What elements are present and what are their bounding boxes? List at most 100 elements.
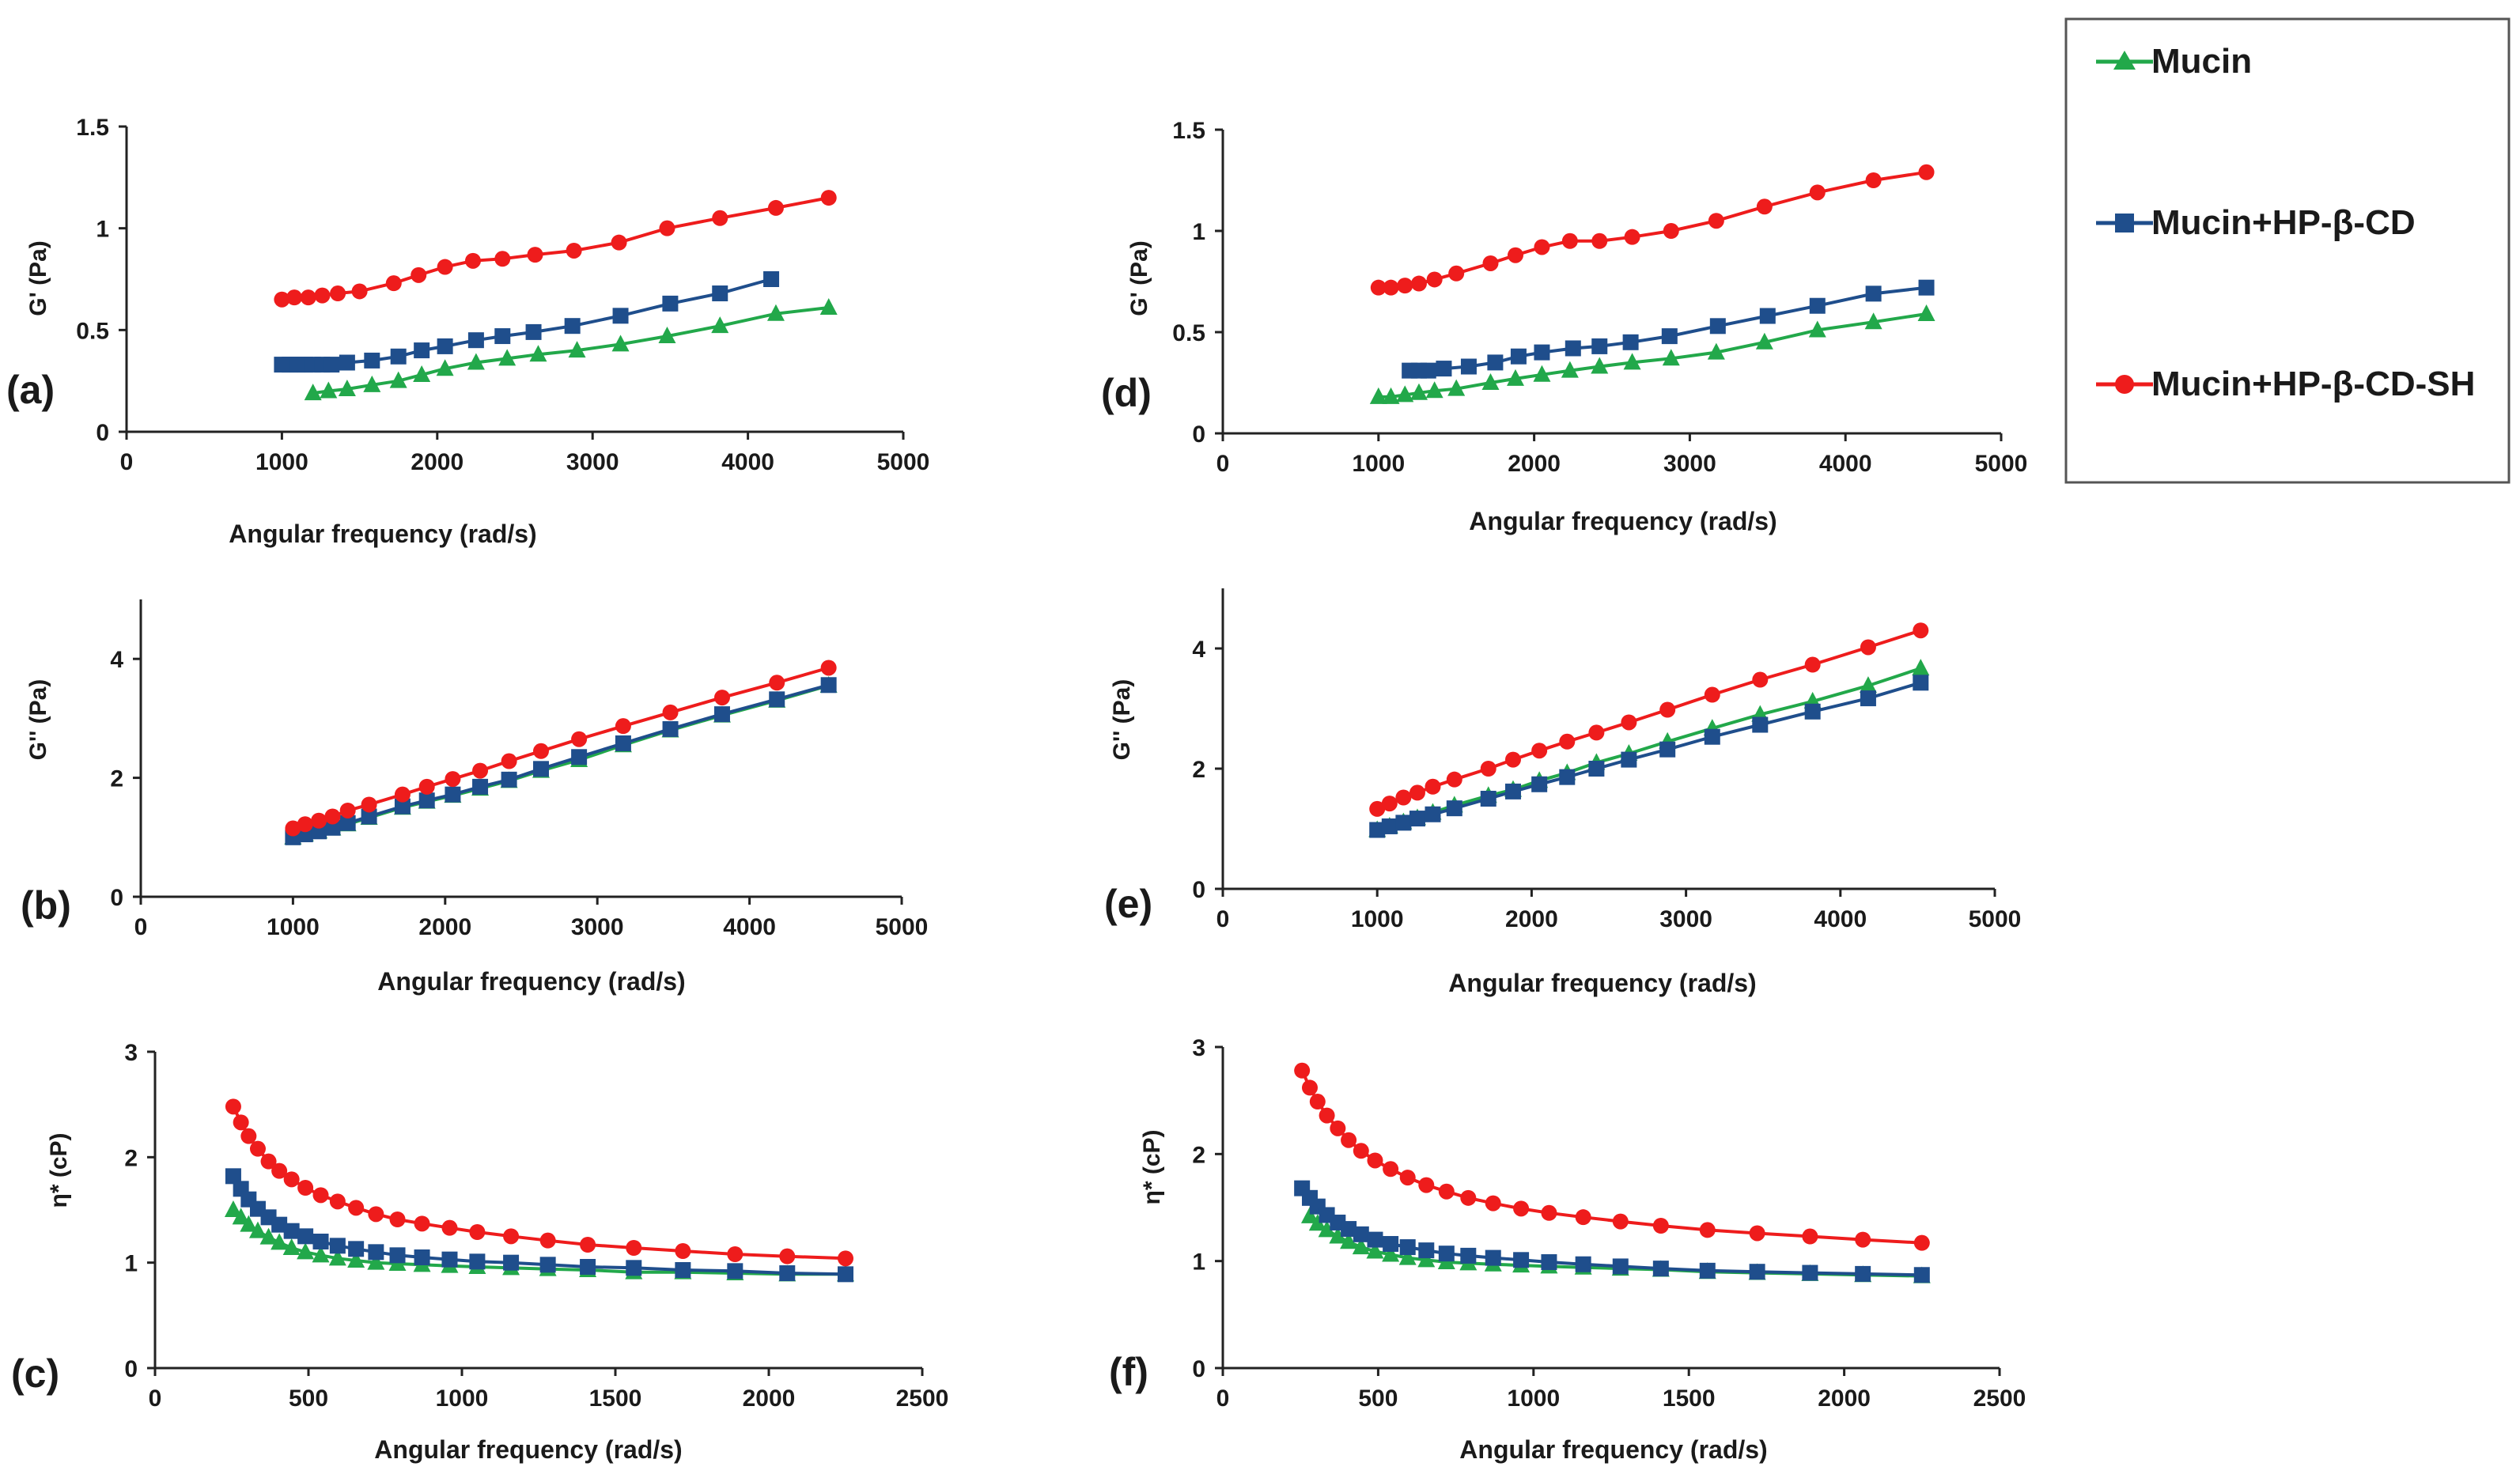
data-point xyxy=(249,1140,266,1157)
data-point xyxy=(1659,741,1676,758)
data-point xyxy=(1565,340,1581,357)
data-point xyxy=(1855,1231,1871,1248)
data-point xyxy=(1353,1226,1369,1242)
data-point xyxy=(1340,1232,1358,1249)
data-point xyxy=(1395,815,1412,831)
data-point xyxy=(240,1215,258,1232)
y-tick-label: 4 xyxy=(1192,637,1205,663)
data-point xyxy=(225,1098,241,1115)
x-tick-label: 4000 xyxy=(723,914,776,940)
y-tick-label: 0 xyxy=(1192,1356,1205,1382)
data-point xyxy=(271,1162,288,1179)
data-point xyxy=(1622,334,1639,350)
data-point xyxy=(767,199,784,216)
data-point xyxy=(286,289,303,306)
circle-marker-icon xyxy=(2115,375,2134,394)
data-point xyxy=(1446,771,1462,788)
data-point xyxy=(1398,1248,1417,1265)
y-axis-label-a: G' (Pa) xyxy=(25,240,51,316)
data-point xyxy=(713,690,730,706)
data-point xyxy=(351,283,368,300)
data-point xyxy=(394,798,411,815)
data-point xyxy=(501,753,517,769)
data-point xyxy=(1561,361,1579,378)
data-point xyxy=(363,375,381,392)
data-point xyxy=(1460,1247,1477,1264)
data-point xyxy=(411,266,427,283)
data-point xyxy=(1756,198,1773,215)
data-point xyxy=(1575,1209,1591,1226)
data-point xyxy=(580,1237,596,1253)
y-tick-label: 0 xyxy=(1192,421,1205,448)
data-point xyxy=(626,1240,642,1256)
data-point xyxy=(271,1233,289,1250)
data-point xyxy=(766,304,785,321)
y-tick-label: 2 xyxy=(110,766,123,792)
data-point xyxy=(1623,353,1641,370)
data-point xyxy=(1319,1107,1335,1124)
data-point xyxy=(1480,791,1496,807)
data-point xyxy=(232,1208,250,1225)
data-point xyxy=(472,778,489,795)
data-point xyxy=(1591,357,1609,374)
data-point xyxy=(1409,784,1425,801)
x-tick-label: 500 xyxy=(289,1385,328,1412)
legend-label-mucin: Mucin xyxy=(2151,42,2252,81)
x-tick-label: 500 xyxy=(1358,1385,1398,1412)
y-tick-label: 0.5 xyxy=(1172,320,1205,346)
data-point xyxy=(494,251,511,267)
data-point xyxy=(389,1212,406,1227)
data-point xyxy=(503,1254,520,1271)
data-point xyxy=(1612,1258,1629,1275)
x-axis-label-e: Angular frequency (rad/s) xyxy=(1448,969,1756,997)
data-point xyxy=(1588,761,1605,777)
x-tick-label: 1000 xyxy=(255,449,308,475)
x-axis-label-b: Angular frequency (rad/s) xyxy=(377,967,685,996)
data-point xyxy=(1755,332,1773,350)
data-point xyxy=(385,275,402,292)
data-point xyxy=(1383,279,1399,296)
data-point xyxy=(1329,1227,1347,1244)
chart-panel-e: (e) G'' (Pa) Angular frequency (rad/s) 0… xyxy=(1104,588,2021,997)
data-point xyxy=(1860,639,1876,656)
x-tick-label: 4000 xyxy=(1814,906,1867,932)
data-point xyxy=(1446,800,1462,817)
data-point xyxy=(529,345,547,362)
data-point xyxy=(418,778,435,795)
data-point xyxy=(1341,1132,1357,1148)
data-point xyxy=(347,1251,365,1268)
x-tick-label: 2000 xyxy=(1818,1385,1871,1412)
x-tick-label: 3000 xyxy=(571,914,624,940)
x-tick-label: 2500 xyxy=(896,1385,949,1412)
data-point xyxy=(612,308,629,324)
data-point xyxy=(364,352,380,369)
data-point xyxy=(389,371,407,388)
y-axis-label-d: G' (Pa) xyxy=(1126,240,1152,316)
x-tick-label: 0 xyxy=(134,914,148,940)
y-tick-label: 2 xyxy=(124,1145,138,1171)
data-point xyxy=(464,252,481,269)
data-point xyxy=(1860,690,1876,707)
legend-box xyxy=(2064,17,2511,484)
data-point xyxy=(769,675,785,691)
data-point xyxy=(1410,275,1427,292)
data-point xyxy=(1309,1094,1326,1110)
chart-panel-a: (a) G' (Pa) Angular frequency (rad/s) 0 1… xyxy=(6,115,929,548)
y-tick-label: 1.5 xyxy=(76,115,109,141)
y-axis-label-c: η* (cP) xyxy=(46,1132,72,1208)
data-point xyxy=(390,348,407,365)
x-tick-label: 4000 xyxy=(721,449,774,475)
data-point xyxy=(1661,328,1678,345)
data-point xyxy=(1409,811,1425,827)
data-point xyxy=(503,1228,520,1245)
data-point xyxy=(525,323,542,340)
data-point xyxy=(1859,676,1877,694)
data-point xyxy=(820,677,837,694)
x-axis-label-f: Angular frequency (rad/s) xyxy=(1459,1435,1767,1464)
data-point xyxy=(274,291,290,308)
data-point xyxy=(1485,1195,1501,1212)
data-point xyxy=(1591,232,1608,249)
data-point xyxy=(1804,703,1821,720)
triangle-marker-icon xyxy=(2113,51,2136,70)
data-point xyxy=(1436,361,1452,377)
